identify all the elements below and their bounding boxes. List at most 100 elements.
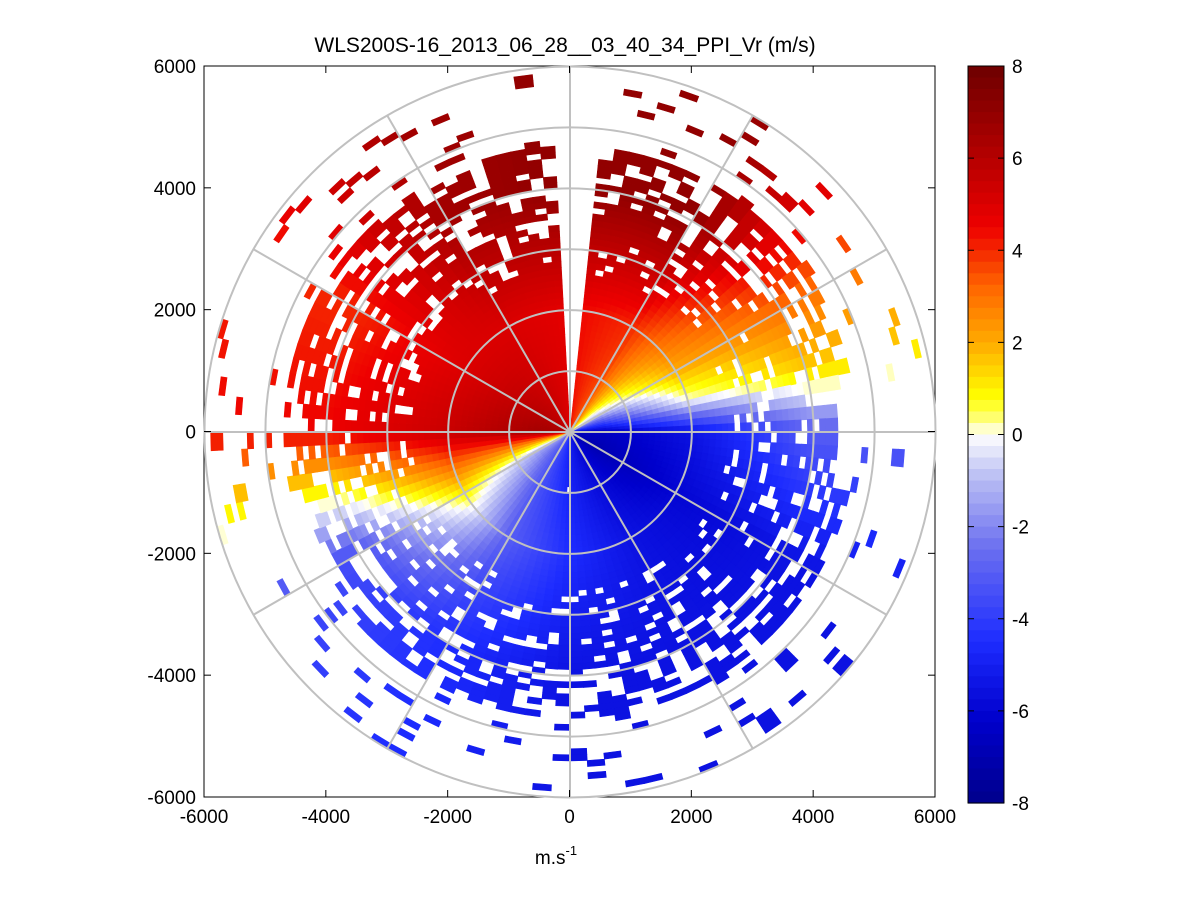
velocity-cell <box>411 415 419 425</box>
velocity-cell <box>569 748 588 756</box>
velocity-cell <box>823 646 841 665</box>
velocity-cell <box>727 414 735 425</box>
colorbar-band <box>968 66 1004 79</box>
velocity-cell <box>539 145 556 154</box>
velocity-cell <box>544 661 559 670</box>
velocity-cell <box>831 431 839 447</box>
velocity-cell <box>411 431 419 441</box>
velocity-cell <box>569 589 579 597</box>
velocity-cell <box>573 510 580 518</box>
velocity-cell <box>308 445 316 460</box>
velocity-cell <box>561 352 567 360</box>
velocity-cell <box>831 417 839 433</box>
y-tick-label: -2000 <box>147 544 196 565</box>
velocity-cell <box>356 420 364 433</box>
velocity-cell <box>375 441 383 453</box>
velocity-cell <box>301 431 309 447</box>
velocity-cell <box>561 589 571 597</box>
velocity-cell <box>678 419 686 427</box>
velocity-cell <box>703 431 711 440</box>
velocity-cell <box>774 453 783 466</box>
velocity-cell <box>553 577 563 585</box>
velocity-cell <box>417 431 425 441</box>
velocity-cell <box>532 195 547 204</box>
velocity-cell <box>541 692 557 700</box>
velocity-cell <box>577 577 587 585</box>
velocity-cell <box>235 396 244 416</box>
velocity-cell <box>709 439 717 448</box>
velocity-cell <box>490 435 498 441</box>
velocity-cell <box>678 437 686 445</box>
colorbar-band <box>968 307 1004 320</box>
velocity-cell <box>709 424 717 433</box>
y-tick-label: 2000 <box>154 301 196 322</box>
velocity-cell <box>560 340 566 348</box>
colorbar-band <box>968 169 1004 182</box>
velocity-cell <box>557 656 571 664</box>
x-tick-label: 6000 <box>914 807 956 828</box>
velocity-cell <box>910 338 922 359</box>
velocity-cell <box>362 431 370 444</box>
x-tick-label: 2000 <box>670 807 712 828</box>
velocity-cell <box>295 431 303 447</box>
velocity-cell <box>533 654 547 663</box>
velocity-cell <box>562 559 571 567</box>
velocity-cell <box>554 285 563 293</box>
velocity-cell <box>559 334 566 342</box>
velocity-cell <box>393 431 400 442</box>
velocity-cell <box>579 521 586 530</box>
velocity-cell <box>569 559 578 567</box>
velocity-cell <box>553 328 561 337</box>
velocity-cell <box>721 423 729 433</box>
velocity-cell <box>375 411 383 423</box>
velocity-cell <box>840 357 851 375</box>
velocity-cell <box>429 431 437 440</box>
velocity-cell <box>368 421 376 433</box>
colorbar-band <box>968 100 1004 113</box>
velocity-cell <box>724 456 733 467</box>
velocity-cell <box>553 273 563 281</box>
colorbar-band <box>968 250 1004 263</box>
velocity-cell <box>553 279 563 287</box>
velocity-cell <box>825 431 833 447</box>
velocity-cell <box>369 452 378 464</box>
velocity-cell <box>551 316 559 325</box>
velocity-cell <box>820 621 837 640</box>
velocity-cell <box>460 437 468 444</box>
velocity-cell <box>569 583 579 591</box>
velocity-cell <box>295 445 304 461</box>
velocity-cell <box>564 383 569 390</box>
velocity-cell <box>338 431 346 445</box>
velocity-cell <box>423 439 431 448</box>
velocity-cell <box>460 420 468 427</box>
velocity-cell <box>412 406 420 417</box>
velocity-cell <box>598 708 616 718</box>
velocity-cell <box>429 424 437 433</box>
velocity-cell <box>648 422 656 429</box>
velocity-cell <box>614 711 632 722</box>
velocity-cell <box>558 534 565 542</box>
velocity-cell <box>362 442 371 454</box>
velocity-cell <box>344 419 352 433</box>
velocity-cell <box>596 257 608 266</box>
velocity-cell <box>576 558 585 567</box>
velocity-cell <box>575 540 583 548</box>
velocity-cell <box>624 777 646 788</box>
velocity-cell <box>405 431 413 441</box>
velocity-cell <box>283 401 292 418</box>
velocity-cell <box>405 439 413 450</box>
velocity-cell <box>539 237 551 246</box>
velocity-cell <box>289 431 297 447</box>
velocity-cell <box>417 423 425 433</box>
velocity-cell <box>574 516 580 524</box>
velocity-cell <box>696 417 705 426</box>
velocity-cell <box>764 431 772 443</box>
velocity-cell <box>435 431 443 440</box>
colorbar-band <box>968 192 1004 205</box>
velocity-cell <box>374 431 382 443</box>
velocity-cell <box>819 418 827 433</box>
velocity-cell <box>677 413 686 421</box>
velocity-cell <box>557 540 565 548</box>
velocity-cell <box>569 711 586 719</box>
x-tick-label: -2000 <box>423 807 472 828</box>
